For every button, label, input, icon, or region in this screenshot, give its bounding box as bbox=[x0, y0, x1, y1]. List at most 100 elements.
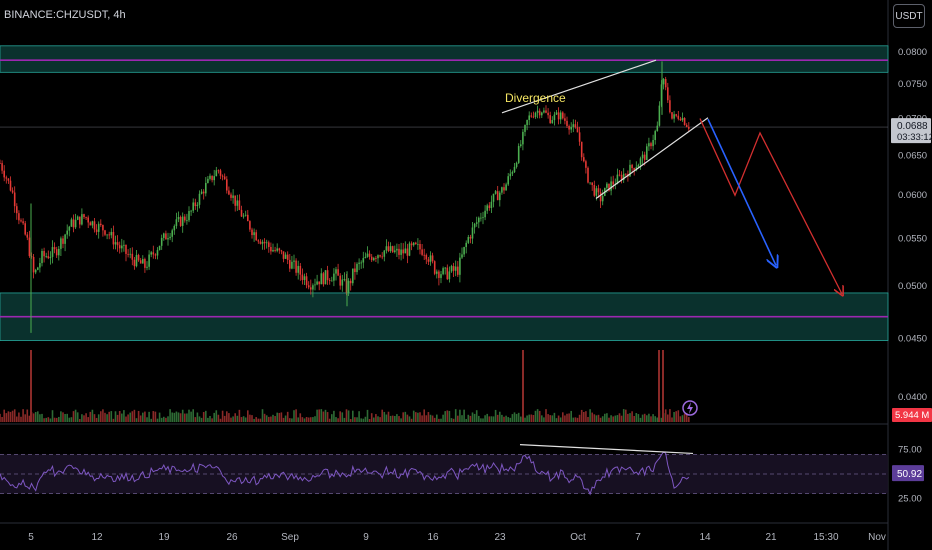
candle-body bbox=[370, 256, 373, 261]
candle-body bbox=[217, 170, 220, 172]
candle-body bbox=[681, 118, 684, 121]
candle-body bbox=[37, 267, 39, 270]
candle-body bbox=[616, 174, 619, 184]
candle-body bbox=[515, 162, 518, 167]
volume-bar bbox=[595, 415, 598, 422]
volume-bar bbox=[179, 413, 182, 422]
candle-body bbox=[85, 217, 87, 218]
candle-body bbox=[398, 248, 400, 255]
candle-body bbox=[26, 234, 29, 238]
candle-body bbox=[142, 259, 144, 264]
candle-body bbox=[650, 143, 652, 147]
candle-body bbox=[633, 168, 635, 171]
candle-body bbox=[238, 200, 241, 210]
volume-bar bbox=[70, 417, 73, 422]
candle-body bbox=[597, 188, 600, 193]
volume-bar bbox=[352, 410, 354, 422]
volume-bar bbox=[683, 413, 686, 422]
candle-body bbox=[595, 188, 598, 196]
candle-body bbox=[320, 273, 323, 285]
countdown-label: 03:33:12 bbox=[897, 132, 932, 143]
candle-body bbox=[173, 226, 176, 231]
candle-body bbox=[499, 192, 501, 201]
price-tick: 0.0800 bbox=[898, 47, 927, 58]
candle-body bbox=[589, 182, 591, 184]
volume-bar bbox=[551, 415, 554, 422]
candle-body bbox=[28, 237, 31, 257]
candle-body bbox=[108, 234, 110, 236]
candle-body bbox=[232, 195, 234, 198]
candle-body bbox=[102, 224, 104, 231]
candle-body bbox=[247, 214, 249, 222]
candle-body bbox=[41, 250, 43, 264]
volume-bar bbox=[490, 416, 493, 422]
volume-bar bbox=[139, 415, 142, 422]
time-tick: 15:30 bbox=[813, 532, 838, 543]
volume-bar bbox=[305, 416, 308, 422]
volume-bar bbox=[144, 411, 146, 422]
candle-body bbox=[190, 210, 192, 212]
candle-body bbox=[551, 120, 554, 124]
candle-body bbox=[610, 181, 612, 191]
volume-bar bbox=[62, 412, 64, 422]
volume-bar bbox=[513, 412, 516, 422]
candle-body bbox=[618, 174, 621, 176]
time-tick: Sep bbox=[281, 532, 299, 543]
volume-bar bbox=[679, 416, 682, 422]
volume-bar bbox=[427, 412, 430, 422]
volume-bar bbox=[469, 415, 472, 422]
volume-bar bbox=[452, 418, 455, 422]
volume-bar bbox=[478, 415, 480, 422]
candle-body bbox=[156, 250, 159, 256]
lightning-icon[interactable] bbox=[682, 400, 698, 416]
volume-bar bbox=[91, 409, 94, 422]
candle-body bbox=[335, 269, 337, 274]
price-tick: 0.0500 bbox=[898, 281, 927, 292]
volume-bar bbox=[196, 412, 199, 422]
candle-body bbox=[114, 242, 117, 245]
volume-bar bbox=[515, 413, 518, 422]
volume-bar bbox=[289, 418, 291, 422]
volume-bar bbox=[93, 414, 96, 422]
volume-bar bbox=[660, 417, 663, 422]
drawings-layer bbox=[501, 59, 842, 455]
candle-body bbox=[446, 267, 449, 280]
candle-body bbox=[5, 177, 8, 179]
candle-body bbox=[664, 79, 667, 88]
candle-body bbox=[219, 170, 222, 176]
volume-bar bbox=[467, 414, 470, 422]
time-axis[interactable]: 5 12 19 26 Sep 9 16 23 Oct 7 14 21 15:30 Nov bbox=[28, 532, 886, 543]
candle-body bbox=[0, 163, 1, 164]
candle-body bbox=[641, 154, 644, 159]
volume-bar bbox=[295, 409, 297, 422]
volume-bar bbox=[114, 411, 117, 422]
candle-body bbox=[408, 243, 411, 256]
candle-body bbox=[528, 115, 530, 120]
price-axis[interactable]: 0.08000.07500.07000.06500.06000.05500.05… bbox=[891, 47, 932, 505]
candle-body bbox=[532, 116, 535, 118]
volume-bar bbox=[423, 409, 425, 422]
candle-body bbox=[72, 219, 75, 228]
volume-bar bbox=[0, 413, 1, 422]
time-tick: 19 bbox=[158, 532, 170, 543]
candle-body bbox=[150, 252, 152, 255]
volume-bar bbox=[664, 409, 667, 422]
volume-bar bbox=[685, 413, 688, 422]
candle-body bbox=[538, 110, 541, 116]
candle-body bbox=[368, 253, 371, 257]
volume-bar bbox=[72, 411, 75, 422]
volume-bar bbox=[318, 409, 320, 422]
candle-body bbox=[385, 246, 388, 251]
currency-button[interactable]: USDT bbox=[893, 4, 925, 28]
volume-bar bbox=[526, 415, 528, 422]
candle-body bbox=[192, 202, 194, 211]
candle-body bbox=[454, 266, 457, 271]
candle-body bbox=[34, 269, 37, 273]
volume-bar bbox=[198, 416, 201, 422]
volume-bar bbox=[532, 415, 535, 422]
candle-body bbox=[177, 216, 180, 220]
candle-body bbox=[32, 256, 35, 273]
volume-bar bbox=[608, 417, 610, 422]
candle-body bbox=[181, 216, 184, 226]
